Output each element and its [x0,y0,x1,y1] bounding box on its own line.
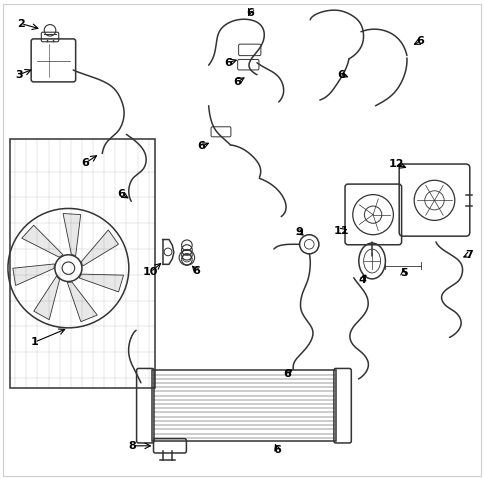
Polygon shape [79,274,123,292]
Polygon shape [63,214,80,256]
Text: 6: 6 [118,189,125,199]
Polygon shape [13,264,54,285]
Text: 6: 6 [197,141,205,151]
Text: 6: 6 [233,77,241,87]
Text: 10: 10 [143,267,158,277]
Text: 4: 4 [358,275,365,285]
Text: 2: 2 [17,19,25,29]
Text: 12: 12 [388,159,403,169]
Text: 7: 7 [464,250,472,260]
Text: 6: 6 [81,158,89,168]
Text: 6: 6 [192,265,200,275]
Text: 1: 1 [30,337,38,347]
Text: 6: 6 [224,58,231,68]
Text: 5: 5 [399,268,407,278]
Text: 3: 3 [15,70,23,80]
Polygon shape [34,276,60,319]
Polygon shape [81,230,118,266]
Polygon shape [22,225,63,257]
Text: 9: 9 [295,228,302,237]
Text: 6: 6 [273,445,281,455]
Text: 6: 6 [245,8,253,18]
Text: 6: 6 [337,70,345,80]
Text: 6: 6 [416,36,424,46]
Text: 8: 8 [128,441,136,451]
Polygon shape [67,282,97,322]
Text: 6: 6 [283,369,290,379]
Text: 11: 11 [333,226,348,236]
